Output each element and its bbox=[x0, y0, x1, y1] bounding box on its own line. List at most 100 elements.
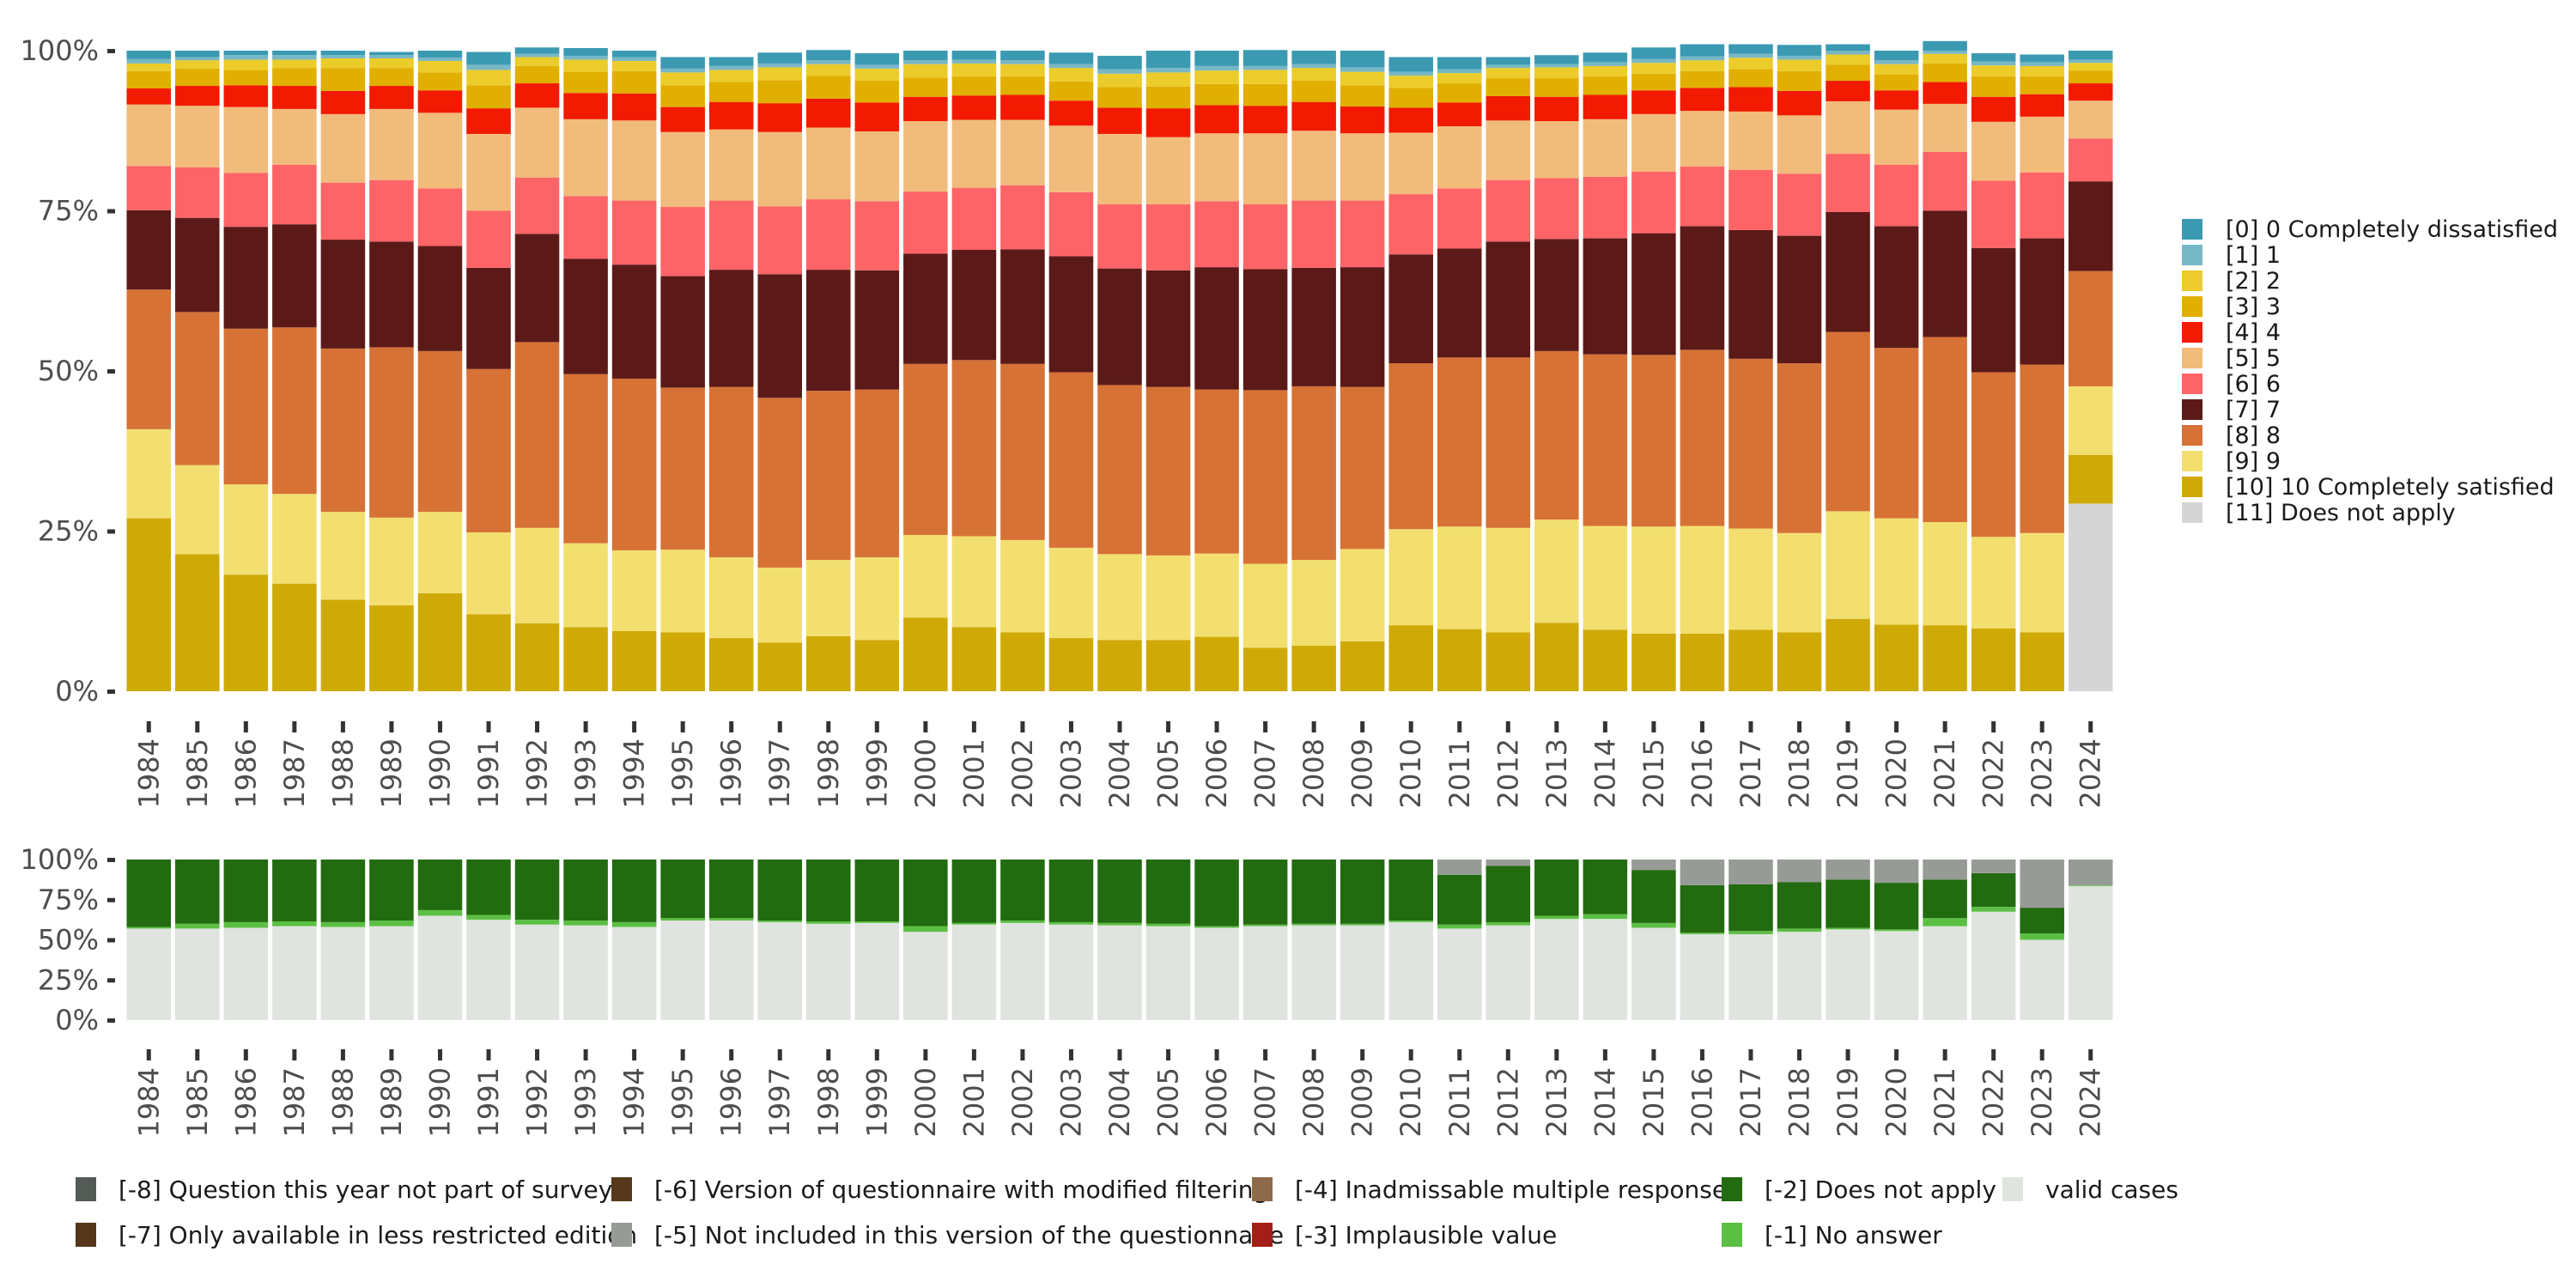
top-bar-segment bbox=[660, 387, 705, 550]
bottom-x-tick-label: 2016 bbox=[1686, 1067, 1718, 1137]
top-bar-segment bbox=[1728, 358, 1773, 529]
bottom-bar-2003 bbox=[1048, 860, 1094, 1020]
top-bar-segment bbox=[854, 68, 900, 82]
top-x-tick bbox=[535, 721, 540, 732]
top-bar-segment bbox=[1923, 337, 1967, 523]
top-bar-segment bbox=[1194, 65, 1239, 71]
top-bar-segment bbox=[417, 188, 463, 246]
bottom-bar-segment bbox=[1388, 860, 1433, 921]
top-bar-segment bbox=[660, 106, 705, 132]
bottom-bar-segment bbox=[2068, 884, 2113, 886]
bottom-bar-segment bbox=[2020, 908, 2064, 934]
bottom-y-tick-label: 50% bbox=[38, 924, 99, 957]
top-bar-2001 bbox=[951, 51, 997, 691]
bottom-x-tick bbox=[486, 1049, 491, 1060]
top-bar-2000 bbox=[903, 51, 948, 691]
bottom-bar-2002 bbox=[1000, 860, 1045, 1020]
top-bar-segment bbox=[1583, 65, 1628, 76]
top-x-tick bbox=[437, 721, 442, 732]
top-bar-segment bbox=[1388, 363, 1433, 530]
top-bar-segment bbox=[369, 179, 414, 242]
bottom-bar-segment bbox=[563, 920, 608, 926]
top-bar-2020 bbox=[1874, 51, 1919, 691]
top-bar-segment bbox=[175, 86, 220, 106]
bottom-bar-1990 bbox=[417, 860, 463, 1020]
top-bar-segment bbox=[806, 635, 851, 691]
bottom-y-tick-label: 0% bbox=[55, 1004, 99, 1036]
top-x-tick-label: 2013 bbox=[1540, 738, 1573, 808]
bottom-bar-segment bbox=[1437, 860, 1482, 875]
top-x-tick bbox=[486, 721, 491, 732]
bottom-legend-item: [-2] Does not apply bbox=[1722, 1176, 1996, 1204]
bottom-x-tick bbox=[1068, 1049, 1073, 1060]
top-bar-segment bbox=[1680, 111, 1725, 167]
top-x-tick bbox=[1748, 721, 1753, 732]
top-bar-segment bbox=[1534, 64, 1579, 68]
bottom-bar-segment bbox=[1048, 921, 1094, 925]
top-bar-segment bbox=[1340, 67, 1385, 72]
bottom-x-tick-label: 2007 bbox=[1249, 1067, 1282, 1137]
bottom-bar-segment bbox=[806, 923, 851, 1020]
top-bar-segment bbox=[1971, 372, 2016, 538]
bottom-x-tick bbox=[729, 1049, 734, 1060]
top-bar-segment bbox=[1631, 233, 1676, 355]
top-bar-segment bbox=[1631, 73, 1676, 91]
top-bar-segment bbox=[1728, 87, 1773, 112]
top-bar-segment bbox=[611, 550, 657, 631]
top-bar-segment bbox=[1145, 137, 1191, 205]
top-bar-segment bbox=[1971, 628, 2016, 691]
top-bar-segment bbox=[1242, 563, 1288, 648]
top-bar-segment bbox=[1680, 167, 1725, 227]
top-bar-segment bbox=[175, 106, 220, 167]
top-bar-segment bbox=[466, 133, 511, 211]
top-x-tick-label: 1995 bbox=[666, 738, 699, 808]
top-bar-segment bbox=[951, 187, 997, 250]
top-bar-segment bbox=[1242, 390, 1288, 564]
top-bar-segment bbox=[417, 246, 463, 351]
top-bar-segment bbox=[1340, 641, 1385, 691]
bottom-x-tick bbox=[2039, 1049, 2044, 1060]
bottom-bar-segment bbox=[1388, 920, 1433, 922]
top-bar-segment bbox=[272, 583, 317, 691]
top-bar-segment bbox=[1437, 526, 1482, 629]
top-bar-segment bbox=[1388, 132, 1433, 195]
top-x-tick bbox=[1699, 721, 1704, 732]
top-bar-2023 bbox=[2020, 54, 2064, 691]
top-bar-segment bbox=[806, 270, 851, 392]
top-bar-2011 bbox=[1437, 57, 1482, 691]
bottom-bar-1985 bbox=[175, 860, 220, 1020]
legend-label: [5] 5 bbox=[2226, 345, 2281, 372]
top-x-tick-label: 1990 bbox=[423, 738, 456, 808]
top-bar-segment bbox=[272, 55, 317, 60]
top-bar-2005 bbox=[1145, 51, 1191, 691]
bottom-bar-segment bbox=[1583, 919, 1628, 1020]
legend-swatch bbox=[2182, 451, 2202, 471]
top-bar-segment bbox=[563, 374, 608, 544]
bottom-bar-segment bbox=[1728, 933, 1773, 1020]
bottom-y-tick bbox=[107, 897, 115, 902]
top-bar-segment bbox=[757, 67, 803, 81]
bottom-x-tick bbox=[389, 1049, 394, 1060]
top-x-tick bbox=[777, 721, 782, 732]
legend-swatch bbox=[76, 1223, 96, 1247]
top-x-tick bbox=[1942, 721, 1947, 732]
top-bar-segment bbox=[1000, 64, 1045, 76]
bottom-bar-2006 bbox=[1194, 860, 1239, 1020]
top-bar-segment bbox=[563, 627, 608, 691]
top-bar-1998 bbox=[806, 50, 851, 691]
bottom-bar-segment bbox=[1097, 925, 1142, 1020]
top-bar-segment bbox=[903, 77, 948, 97]
bottom-bar-2005 bbox=[1145, 860, 1191, 1020]
bottom-y-tick-label: 25% bbox=[38, 963, 99, 996]
bottom-bar-segment bbox=[757, 921, 803, 1020]
top-bar-segment bbox=[514, 623, 560, 691]
bottom-bar-segment bbox=[708, 860, 754, 919]
top-bar-segment bbox=[1923, 82, 1967, 104]
bottom-bar-segment bbox=[1728, 931, 1773, 934]
top-bar-segment bbox=[514, 177, 560, 234]
top-x-tick bbox=[1360, 721, 1365, 732]
bottom-bar-segment bbox=[126, 927, 172, 929]
bottom-x-tick bbox=[923, 1049, 928, 1060]
top-bar-segment bbox=[903, 64, 948, 78]
top-bar-segment bbox=[1340, 549, 1385, 641]
